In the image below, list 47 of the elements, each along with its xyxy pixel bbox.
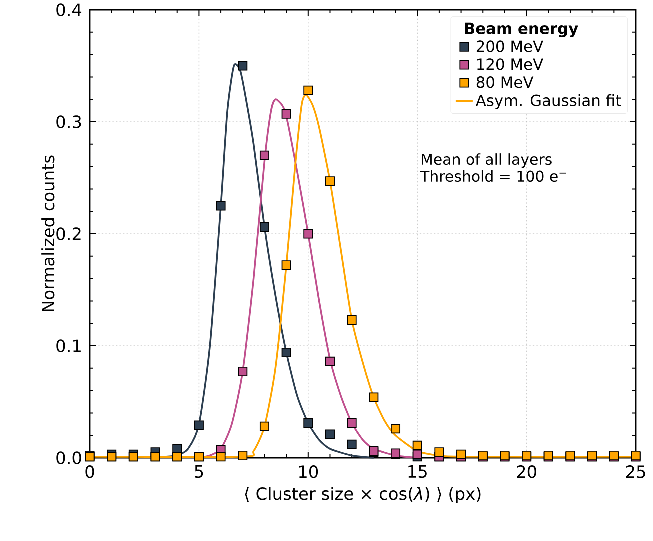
point (260, 222, 270, 232)
x-tick-label: 10 (299, 466, 318, 478)
point (304, 229, 314, 239)
legend-label: 80 MeV (476, 76, 534, 88)
x-tick-label: 20 (517, 466, 536, 478)
legend-title: Beam energy (465, 22, 578, 38)
x-tick-label: 5 (195, 466, 204, 478)
point (282, 348, 292, 358)
annotation: Mean of all layers (422, 154, 552, 168)
point (412, 450, 422, 460)
y-tick-label: 0.0 (56, 452, 82, 464)
point (325, 356, 335, 366)
point (456, 450, 466, 460)
point (391, 424, 401, 434)
point (347, 440, 357, 450)
point (238, 61, 248, 71)
point (412, 440, 422, 450)
y-tick-label: 0.3 (56, 116, 82, 128)
y-tick-label: 0.4 (56, 4, 82, 16)
point (369, 392, 379, 402)
y-tick-label: 0.1 (56, 340, 81, 352)
x-tick-label: 15 (408, 466, 427, 478)
point (325, 430, 335, 440)
point (216, 201, 226, 211)
annotation: Threshold = 100 e$^{−}$ (420, 170, 566, 182)
point (282, 109, 292, 119)
point (304, 86, 314, 96)
legend-label: 120 MeV (478, 58, 544, 70)
point (347, 315, 357, 325)
legend-label: Asym. Gaussian fit (476, 94, 622, 110)
point (238, 367, 248, 377)
point (260, 150, 270, 160)
point (347, 418, 357, 428)
point (434, 448, 444, 458)
y-axis-title: Normalized counts (42, 156, 55, 312)
point (194, 420, 204, 430)
x-axis-title: ⟨ Cluster size × cos(λ) ⟩ (px) (245, 487, 481, 504)
x-tick-label: 0 (86, 466, 94, 478)
point (260, 422, 270, 432)
point (304, 418, 314, 428)
x-tick-label: 25 (626, 466, 646, 478)
point (282, 260, 292, 270)
point (216, 452, 226, 462)
point (325, 176, 335, 186)
legend-label: 200 MeV (476, 40, 544, 52)
point (238, 451, 248, 461)
y-tick-label: 0.2 (56, 228, 81, 240)
